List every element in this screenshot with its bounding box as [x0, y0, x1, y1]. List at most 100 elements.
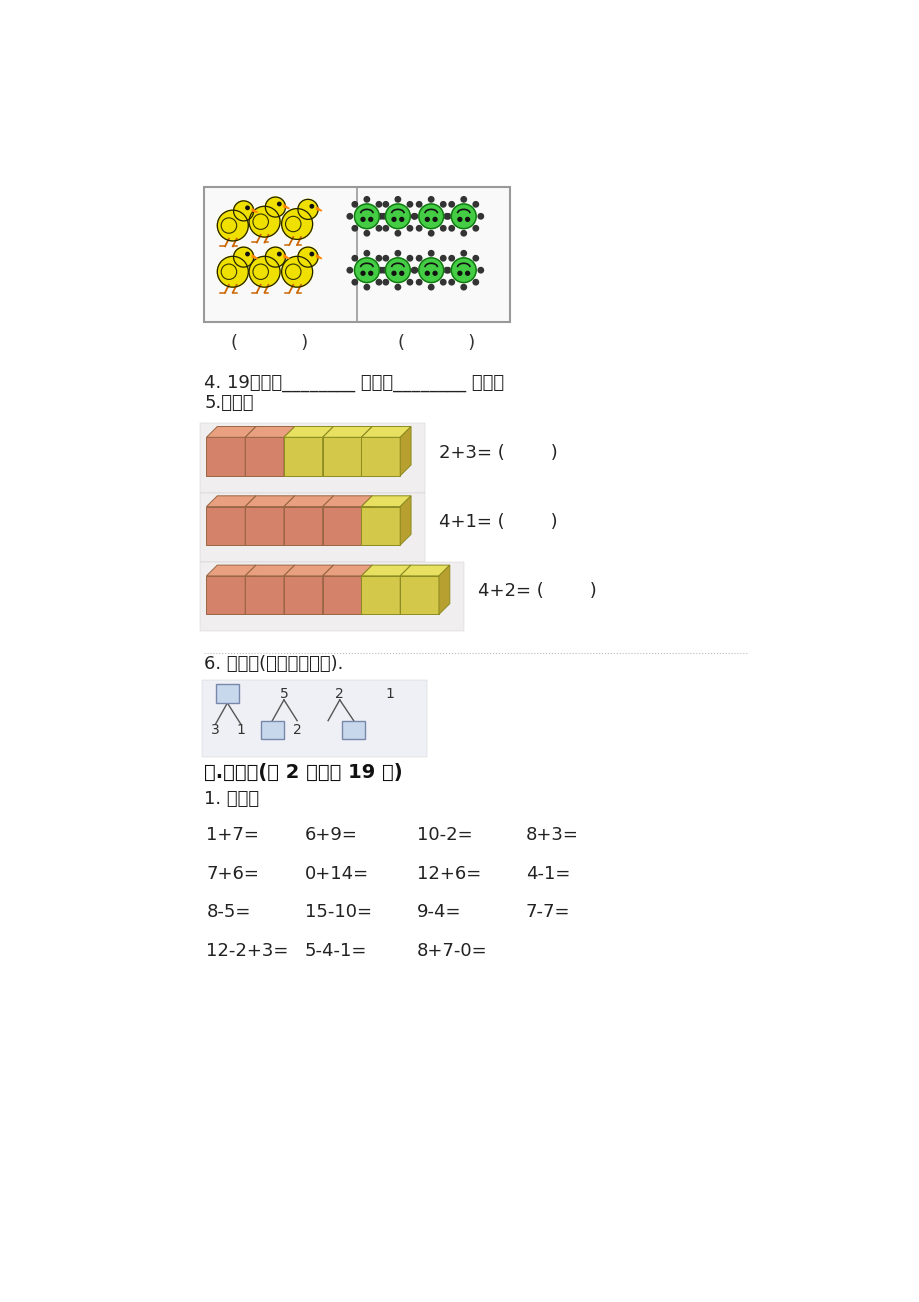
Circle shape — [378, 214, 383, 219]
FancyBboxPatch shape — [204, 187, 510, 322]
Circle shape — [249, 206, 279, 237]
Circle shape — [278, 253, 280, 255]
Text: (           ): ( ) — [231, 333, 308, 352]
Text: (           ): ( ) — [398, 333, 475, 352]
Polygon shape — [284, 427, 294, 475]
Circle shape — [352, 225, 357, 230]
Circle shape — [440, 225, 446, 230]
Circle shape — [364, 197, 369, 202]
Text: 1. 口算。: 1. 口算。 — [204, 790, 259, 809]
Circle shape — [380, 214, 386, 219]
Circle shape — [407, 202, 413, 207]
Circle shape — [425, 271, 429, 275]
Polygon shape — [284, 437, 323, 475]
Circle shape — [412, 267, 417, 273]
Circle shape — [382, 225, 388, 230]
Polygon shape — [361, 427, 411, 437]
Polygon shape — [361, 575, 400, 615]
Polygon shape — [206, 575, 245, 615]
Circle shape — [433, 217, 437, 221]
Circle shape — [412, 214, 417, 219]
Circle shape — [265, 247, 285, 267]
Text: 2: 2 — [292, 723, 301, 737]
Circle shape — [354, 258, 379, 283]
Text: 3: 3 — [211, 723, 220, 737]
Polygon shape — [361, 437, 400, 475]
Circle shape — [418, 204, 443, 229]
Circle shape — [378, 267, 383, 273]
Polygon shape — [284, 427, 334, 437]
Circle shape — [352, 202, 357, 207]
Polygon shape — [323, 565, 334, 615]
Polygon shape — [361, 427, 372, 475]
Circle shape — [281, 208, 312, 240]
Circle shape — [460, 284, 466, 290]
Polygon shape — [206, 427, 255, 437]
FancyBboxPatch shape — [200, 423, 425, 492]
Circle shape — [458, 271, 461, 275]
Circle shape — [298, 247, 318, 267]
Circle shape — [245, 206, 249, 210]
Circle shape — [376, 280, 381, 285]
Polygon shape — [284, 496, 294, 546]
Circle shape — [478, 214, 483, 219]
Circle shape — [428, 250, 434, 256]
Circle shape — [352, 280, 357, 285]
Circle shape — [233, 201, 254, 221]
Polygon shape — [361, 565, 411, 575]
Circle shape — [428, 284, 434, 290]
Circle shape — [448, 255, 454, 260]
Circle shape — [376, 202, 381, 207]
Text: 2: 2 — [335, 686, 344, 700]
FancyBboxPatch shape — [260, 720, 284, 740]
Circle shape — [382, 255, 388, 260]
Circle shape — [385, 258, 410, 283]
Text: 4. 19里面有________ 个一和________ 个十。: 4. 19里面有________ 个一和________ 个十。 — [204, 375, 504, 392]
Polygon shape — [245, 506, 284, 546]
Text: 4-1=: 4-1= — [525, 865, 570, 883]
Text: 7-7=: 7-7= — [525, 904, 570, 922]
Circle shape — [346, 267, 352, 273]
Circle shape — [249, 256, 279, 288]
Polygon shape — [323, 427, 372, 437]
Polygon shape — [323, 506, 361, 546]
Polygon shape — [323, 496, 372, 506]
Polygon shape — [400, 565, 449, 575]
Text: 0+14=: 0+14= — [304, 865, 369, 883]
Circle shape — [472, 202, 478, 207]
Circle shape — [352, 255, 357, 260]
Text: 1: 1 — [385, 686, 394, 700]
Polygon shape — [361, 506, 400, 546]
FancyBboxPatch shape — [201, 680, 426, 756]
Circle shape — [369, 271, 372, 275]
Circle shape — [376, 225, 381, 230]
Text: 5: 5 — [279, 686, 288, 700]
Text: 12-2+3=: 12-2+3= — [206, 941, 289, 960]
Polygon shape — [284, 496, 334, 506]
Circle shape — [395, 250, 400, 256]
Circle shape — [395, 230, 400, 236]
Circle shape — [418, 258, 443, 283]
Circle shape — [369, 217, 372, 221]
Circle shape — [451, 258, 476, 283]
Polygon shape — [400, 427, 411, 475]
Polygon shape — [361, 565, 372, 615]
Circle shape — [310, 204, 313, 208]
Polygon shape — [316, 207, 322, 211]
Polygon shape — [206, 437, 245, 475]
Polygon shape — [400, 575, 438, 615]
Circle shape — [451, 204, 476, 229]
Circle shape — [233, 247, 254, 267]
Circle shape — [407, 255, 413, 260]
Circle shape — [445, 214, 450, 219]
Polygon shape — [284, 255, 289, 259]
Polygon shape — [252, 255, 257, 259]
Circle shape — [416, 280, 422, 285]
Text: 7+6=: 7+6= — [206, 865, 259, 883]
Circle shape — [440, 255, 446, 260]
Text: 6. 我会填(从左到右填写).: 6. 我会填(从左到右填写). — [204, 655, 343, 673]
Polygon shape — [245, 575, 284, 615]
Circle shape — [416, 255, 422, 260]
Text: 四.计算题(共 2 题，共 19 分): 四.计算题(共 2 题，共 19 分) — [204, 763, 403, 781]
Text: 15-10=: 15-10= — [304, 904, 371, 922]
